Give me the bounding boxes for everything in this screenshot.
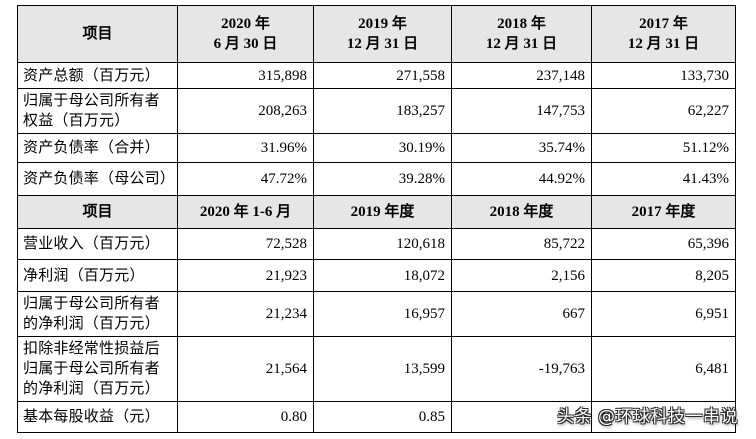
period-header-cell: 2020 年 1-6 月	[177, 195, 314, 229]
period-year-line: 2017 年	[639, 16, 688, 32]
table-row: 营业收入（百万元） 72,528 120,618 85,722 65,396	[17, 228, 736, 260]
balance-header-row: 项目 2020 年 6 月 30 日 2019 年 12 月 31 日 2018 年…	[17, 5, 736, 63]
row-label-line: 归属于母公司所有者	[23, 296, 160, 312]
value-cell: 85,722	[451, 228, 592, 260]
table-row: 归属于母公司所有者 的净利润（百万元） 21,234 16,957 667 6,9…	[17, 291, 736, 337]
value-cell: 8,205	[591, 259, 736, 292]
value-cell: 51.12%	[591, 133, 736, 163]
period-header-cell: 2018 年 12 月 31 日	[451, 5, 592, 63]
period-header-cell: 2020 年 6 月 30 日	[177, 5, 314, 63]
row-label-line: 基本每股收益（元）	[23, 409, 160, 425]
row-label-line: 归属于母公司所有者	[23, 361, 160, 377]
row-label-line: 归属于母公司所有者	[23, 93, 160, 109]
row-label: 资产总额（百万元）	[17, 62, 178, 89]
row-label-line: 的净利润（百万元）	[23, 381, 160, 397]
row-label-line: 营业收入（百万元）	[23, 236, 160, 252]
value-cell: 35.74%	[451, 133, 592, 163]
financial-data-table: 项目 2020 年 6 月 30 日 2019 年 12 月 31 日 2018 年…	[17, 5, 736, 433]
table-row: 归属于母公司所有者 权益（百万元） 208,263 183,257 147,753…	[17, 88, 736, 134]
period-header-cell: 2019 年 12 月 31 日	[313, 5, 452, 63]
income-header-row: 项目 2020 年 1-6 月 2019 年度 2018 年度 2017 年度	[17, 195, 736, 229]
value-cell: 39.28%	[313, 162, 452, 196]
watermark: 头条 @环球科技一串说	[557, 402, 738, 427]
value-cell: 315,898	[177, 62, 314, 89]
row-label-line: 资产总额（百万元）	[23, 67, 160, 84]
value-cell: 6,951	[591, 291, 736, 337]
period-year-line: 2018 年	[497, 16, 546, 32]
row-label-line: 扣除非经常性损益后	[23, 341, 160, 357]
value-cell: 208,263	[177, 88, 314, 134]
table-row: 净利润（百万元） 21,923 18,072 2,156 8,205	[17, 259, 736, 292]
value-cell: -19,763	[451, 336, 592, 402]
period-header-cell: 2017 年度	[591, 195, 736, 229]
row-label-line: 资产负债率（合并）	[23, 140, 160, 156]
period-header-cell: 2019 年度	[313, 195, 452, 229]
value-cell: 147,753	[451, 88, 592, 134]
row-label: 扣除非经常性损益后 归属于母公司所有者 的净利润（百万元）	[17, 336, 178, 402]
row-label-line: 资产负债率（母公司）	[23, 171, 176, 187]
period-header-cell: 2018 年度	[451, 195, 592, 229]
value-cell	[451, 401, 592, 433]
item-header-cell: 项目	[17, 195, 178, 229]
row-label-line: 的净利润（百万元）	[23, 316, 160, 332]
period-date-line: 12 月 31 日	[485, 36, 558, 52]
row-label-line: 净利润（百万元）	[23, 267, 145, 284]
value-cell: 16,957	[313, 291, 452, 337]
row-label: 净利润（百万元）	[17, 259, 178, 292]
table-row: 扣除非经常性损益后 归属于母公司所有者 的净利润（百万元） 21,564 13,59…	[17, 336, 736, 402]
period-header-cell: 2017 年 12 月 31 日	[591, 5, 736, 63]
value-cell: 21,564	[177, 336, 314, 402]
row-label: 归属于母公司所有者 权益（百万元）	[17, 88, 178, 134]
value-cell: 31.96%	[177, 133, 314, 163]
table-row: 资产负债率（母公司） 47.72% 39.28% 44.92% 41.43%	[17, 162, 736, 196]
item-header-cell: 项目	[17, 5, 178, 63]
value-cell: 21,234	[177, 291, 314, 337]
value-cell: 120,618	[313, 228, 452, 260]
value-cell	[591, 401, 736, 433]
value-cell: 47.72%	[177, 162, 314, 196]
period-year-line: 2020 年	[221, 16, 270, 32]
value-cell: 62,227	[591, 88, 736, 134]
value-cell: 0.80	[177, 401, 314, 433]
row-label: 营业收入（百万元）	[17, 228, 178, 260]
period-year-line: 2019 年	[358, 16, 407, 32]
value-cell: 0.85	[313, 401, 452, 433]
table-row: 资产总额（百万元） 315,898 271,558 237,148 133,73…	[17, 62, 736, 89]
value-cell: 237,148	[451, 62, 592, 89]
period-date-line: 12 月 31 日	[346, 36, 419, 52]
period-date-line: 12 月 31 日	[627, 36, 700, 52]
table-row: 资产负债率（合并） 31.96% 30.19% 35.74% 51.12%	[17, 133, 736, 163]
value-cell: 183,257	[313, 88, 452, 134]
row-label: 归属于母公司所有者 的净利润（百万元）	[17, 291, 178, 337]
value-cell: 65,396	[591, 228, 736, 260]
period-date-line: 6 月 30 日	[213, 36, 278, 52]
row-label-line: 权益（百万元）	[23, 113, 130, 129]
value-cell: 271,558	[313, 62, 452, 89]
row-label: 基本每股收益（元）	[17, 401, 178, 433]
row-label: 资产负债率（合并）	[17, 133, 178, 163]
value-cell: 44.92%	[451, 162, 592, 196]
value-cell: 133,730	[591, 62, 736, 89]
value-cell: 21,923	[177, 259, 314, 292]
watermark-text: 头条 @环球科技一串说	[557, 407, 738, 427]
row-label: 资产负债率（母公司）	[17, 162, 178, 196]
value-cell: 13,599	[313, 336, 452, 402]
value-cell: 18,072	[313, 259, 452, 292]
value-cell: 41.43%	[591, 162, 736, 196]
value-cell: 6,481	[591, 336, 736, 402]
value-cell: 2,156	[451, 259, 592, 292]
value-cell: 30.19%	[313, 133, 452, 163]
value-cell: 72,528	[177, 228, 314, 260]
value-cell: 667	[451, 291, 592, 337]
table-row: 基本每股收益（元） 0.80 0.85	[17, 401, 736, 433]
